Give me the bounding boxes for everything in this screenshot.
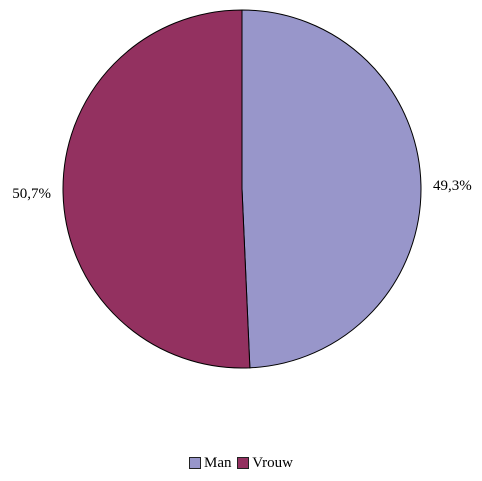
legend-swatch-vrouw [237, 457, 250, 469]
legend-label-man: Man [203, 455, 232, 471]
data-label-vrouw: 50,7% [12, 186, 51, 202]
legend-item-vrouw: Vrouw [237, 454, 293, 472]
pie-slice-vrouw [62, 9, 251, 369]
legend-label-vrouw: Vrouw [252, 455, 293, 471]
legend-item-man: Man [188, 454, 232, 472]
legend: Man Vrouw [0, 454, 482, 474]
pie-slice-man [241, 9, 422, 369]
data-label-man: 49,3% [433, 178, 472, 194]
legend-swatch-man [188, 457, 201, 469]
